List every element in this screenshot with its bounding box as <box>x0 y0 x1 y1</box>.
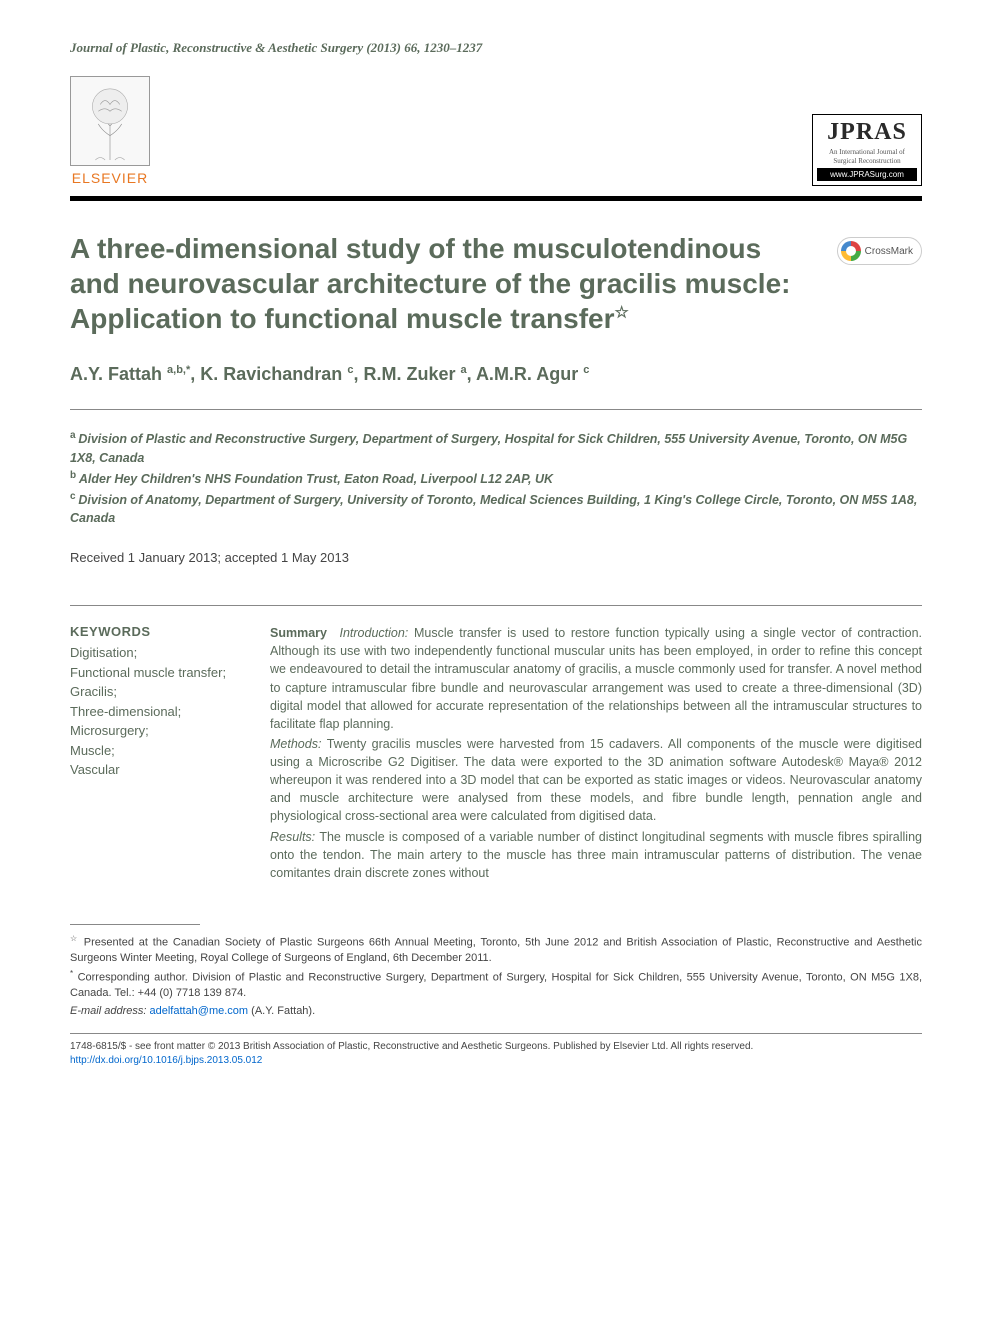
author-marks: a,b,* <box>167 364 190 376</box>
section-label: Introduction: <box>339 626 413 640</box>
footnote-text: Corresponding author. Division of Plasti… <box>70 972 922 999</box>
footnote-mark: * <box>70 969 73 978</box>
doi-link[interactable]: http://dx.doi.org/10.1016/j.bjps.2013.05… <box>70 1055 262 1066</box>
author: A.Y. Fattah a,b,* <box>70 364 190 384</box>
keywords-heading: KEYWORDS <box>70 624 240 639</box>
thick-rule <box>70 196 922 201</box>
authors-line: A.Y. Fattah a,b,*, K. Ravichandran c, R.… <box>70 364 922 385</box>
author-marks: c <box>583 364 589 376</box>
footnote-corresponding: * Corresponding author. Division of Plas… <box>70 968 922 1001</box>
footnote-mark: ☆ <box>70 934 79 943</box>
footnote-presented: ☆ Presented at the Canadian Society of P… <box>70 933 922 966</box>
author-rule <box>70 409 922 410</box>
footnote-email: E-mail address: adelfattah@me.com (A.Y. … <box>70 1004 922 1019</box>
jpras-logo[interactable]: JPRAS An International Journal of Surgic… <box>812 114 922 186</box>
email-attribution: (A.Y. Fattah). <box>251 1005 315 1017</box>
abstract-section: Methods: Twenty gracilis muscles were ha… <box>270 735 922 826</box>
affiliation-mark: a <box>70 430 78 441</box>
keywords-box: KEYWORDS Digitisation;Functional muscle … <box>70 624 240 884</box>
author: A.M.R. Agur c <box>476 364 589 384</box>
dates: Received 1 January 2013; accepted 1 May … <box>70 550 922 565</box>
title-row: A three-dimensional study of the musculo… <box>70 231 922 336</box>
footnote-rule <box>70 924 200 925</box>
elsevier-name: ELSEVIER <box>72 170 148 186</box>
article-title: A three-dimensional study of the musculo… <box>70 231 817 336</box>
jpras-title: JPRAS <box>817 119 917 146</box>
keyword: Muscle; <box>70 741 240 761</box>
author-marks: a <box>460 364 466 376</box>
affiliation-mark: c <box>70 491 78 502</box>
journal-header: Journal of Plastic, Reconstructive & Aes… <box>70 40 922 56</box>
keyword: Vascular <box>70 760 240 780</box>
keyword: Microsurgery; <box>70 721 240 741</box>
affiliation: a Division of Plastic and Reconstructive… <box>70 428 922 468</box>
copyright: 1748-6815/$ - see front matter © 2013 Br… <box>70 1040 922 1068</box>
affiliation: b Alder Hey Children's NHS Foundation Tr… <box>70 468 922 489</box>
elsevier-logo[interactable]: ELSEVIER <box>70 76 150 186</box>
bottom-rule <box>70 1033 922 1034</box>
affiliations: a Division of Plastic and Reconstructive… <box>70 428 922 528</box>
author-marks: c <box>347 364 353 376</box>
keywords-list: Digitisation;Functional muscle transfer;… <box>70 643 240 780</box>
footnotes: ☆ Presented at the Canadian Society of P… <box>70 933 922 1019</box>
logos-row: ELSEVIER JPRAS An International Journal … <box>70 76 922 186</box>
keyword: Functional muscle transfer; <box>70 663 240 683</box>
title-text: A three-dimensional study of the musculo… <box>70 233 790 334</box>
crossmark-icon <box>841 241 861 261</box>
copyright-line: 1748-6815/$ - see front matter © 2013 Br… <box>70 1040 922 1054</box>
elsevier-tree-icon <box>70 76 150 166</box>
email-label: E-mail address: <box>70 1005 146 1017</box>
author: K. Ravichandran c <box>200 364 353 384</box>
keyword: Three-dimensional; <box>70 702 240 722</box>
content-row: KEYWORDS Digitisation;Functional muscle … <box>70 606 922 884</box>
summary-label: Summary <box>270 626 327 640</box>
affiliation-mark: b <box>70 470 79 481</box>
jpras-url: www.JPRASurg.com <box>817 168 917 181</box>
abstract-section: Summary Introduction: Muscle transfer is… <box>270 624 922 733</box>
affiliation: c Division of Anatomy, Department of Sur… <box>70 489 922 529</box>
abstract: Summary Introduction: Muscle transfer is… <box>270 624 922 884</box>
author: R.M. Zuker a <box>363 364 466 384</box>
title-note-marker: ☆ <box>615 305 629 322</box>
abstract-section: Results: The muscle is composed of a var… <box>270 828 922 882</box>
section-label: Methods: <box>270 737 327 751</box>
email-link[interactable]: adelfattah@me.com <box>149 1005 248 1017</box>
keyword: Gracilis; <box>70 682 240 702</box>
section-label: Results: <box>270 830 319 844</box>
keyword: Digitisation; <box>70 643 240 663</box>
jpras-subtitle: An International Journal of Surgical Rec… <box>817 148 917 165</box>
crossmark-badge[interactable]: CrossMark <box>837 237 922 265</box>
footnote-text: Presented at the Canadian Society of Pla… <box>70 937 922 964</box>
crossmark-label: CrossMark <box>865 246 913 257</box>
